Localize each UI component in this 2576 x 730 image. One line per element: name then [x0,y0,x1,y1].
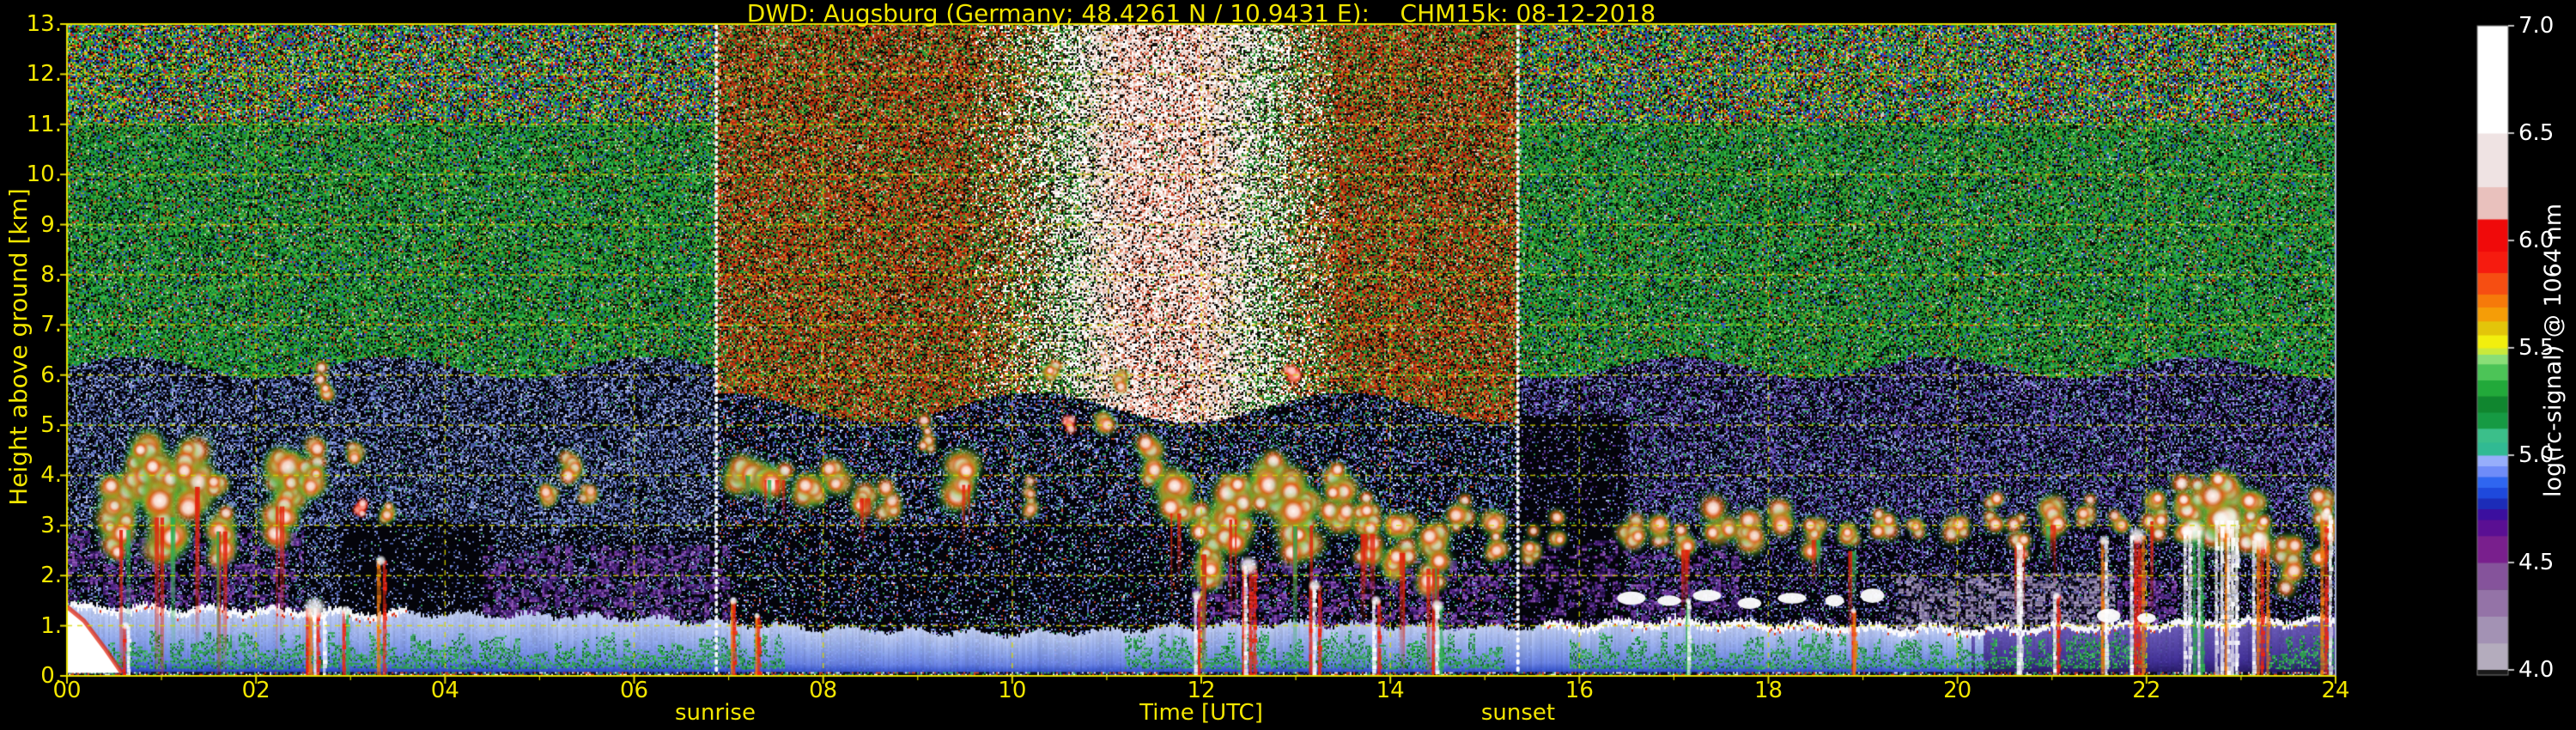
colorbar-tick-label: 6.5 [2518,120,2555,146]
x-tick-label: 06 [619,678,649,703]
y-tick-label: 3. [40,512,62,538]
colorbar-tick-label: 5.5 [2518,335,2555,361]
sunrise-annotation: sunrise [675,700,756,726]
y-tick-label: 13. [26,11,62,37]
x-tick-label: 08 [809,678,838,703]
y-tick-label: 12. [26,61,62,88]
x-tick-label: 24 [2321,678,2350,703]
y-tick-label: 0. [40,663,62,689]
x-tick-label: 22 [2132,678,2161,703]
y-tick-label: 2. [40,563,62,589]
x-tick-label: 04 [430,678,459,703]
x-tick-label: 14 [1376,678,1405,703]
x-tick-label: 12 [1187,678,1216,703]
y-tick-label: 7. [40,312,62,338]
colorbar-tick-label: 6.0 [2518,228,2555,253]
y-tick-label: 1. [40,612,62,639]
x-tick-label: 18 [1753,678,1783,703]
x-tick-label: 02 [241,678,270,703]
y-tick-label: 9. [40,211,62,238]
x-tick-label: 16 [1564,678,1594,703]
x-tick-label: 10 [998,678,1027,703]
colorbar-tick-label: 4.0 [2518,657,2555,683]
y-tick-label: 4. [40,462,62,489]
colorbar-label: log(rc-signal) @ 1064 nm [2540,203,2567,498]
y-tick-label: 8. [40,261,62,288]
y-tick-label: 5. [40,412,62,439]
x-tick-label: 00 [52,678,82,703]
colorbar-tick-label: 7.0 [2518,13,2555,39]
x-tick-label: 20 [1943,678,1972,703]
colorbar-tick-label: 5.0 [2518,442,2555,468]
sunset-annotation: sunset [1480,700,1556,726]
y-tick-label: 6. [40,362,62,388]
page-title: DWD: Augsburg (Germany; 48.4261 N / 10.9… [746,0,1656,27]
y-tick-label: 10. [26,161,62,188]
x-axis-label: Time [UTC] [1139,700,1263,726]
y-tick-label: 11. [26,111,62,137]
colorbar-tick-label: 4.5 [2518,550,2555,575]
